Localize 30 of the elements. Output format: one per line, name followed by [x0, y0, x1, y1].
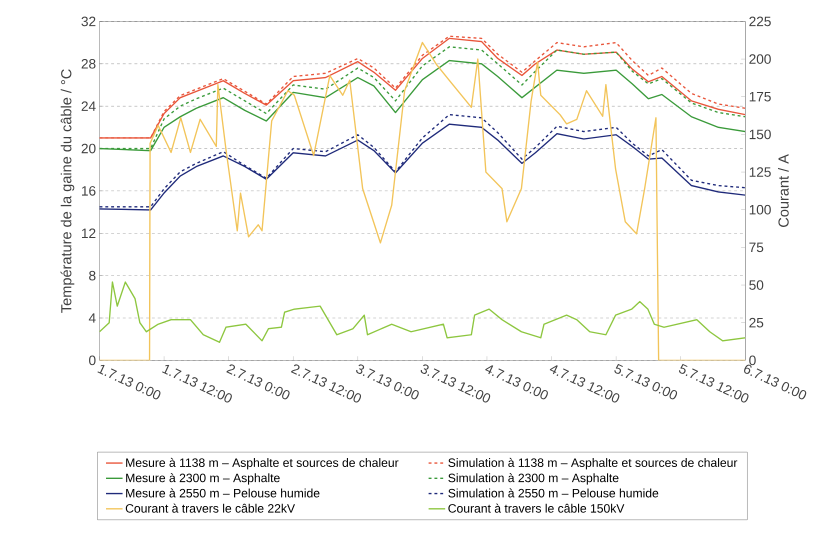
y2-tick-label: 150	[750, 129, 771, 140]
y2-tick-label: 50	[749, 280, 764, 290]
y-tick-label: 12	[82, 228, 96, 238]
legend-label: Courant à travers le câble 150kV	[448, 504, 624, 513]
y-tick-label: 0	[89, 355, 96, 366]
legend-label: Simulation à 2300 m – Asphalte	[448, 473, 618, 484]
y-tick-label: 32	[81, 16, 96, 26]
legend-label: Mesure à 1138 m – Asphalte et sources de chaleur	[126, 458, 398, 470]
y2-tick-label: 75	[749, 242, 764, 252]
y-tick-label: 24	[82, 101, 96, 111]
y2-tick-label: 225	[749, 16, 771, 26]
legend-label: Simulation à 1138 m – Asphalte et sources de chaleur	[448, 458, 738, 470]
y-tick-label: 20	[82, 144, 96, 154]
y2-tick-label: 100	[750, 204, 771, 214]
y-tick-label: 8	[89, 270, 96, 280]
y-tick-label: 28	[82, 58, 96, 68]
y2-tick-label: 175	[750, 92, 771, 102]
y2-tick-label: 25	[749, 318, 764, 328]
x-tick-label: 1.7.13 0:00	[97, 364, 160, 400]
legend-label: Simulation à 2550 m – Pelouse humide	[448, 488, 658, 498]
legend-label: Mesure à 2300 m – Asphalte	[126, 473, 280, 484]
y2-tick-label: 0	[749, 355, 756, 366]
y2-axis-title: Courant / A	[778, 154, 789, 227]
y-tick-label: 16	[82, 186, 96, 196]
y-axis-title: Température de la gaine du câble / °C	[60, 69, 74, 313]
y2-tick-label: 125	[750, 167, 771, 177]
y2-tick-label: 200	[749, 54, 771, 64]
y-tick-label: 4	[88, 313, 96, 323]
legend-label: Courant à travers le câble 22kV	[126, 504, 296, 513]
legend-label: Mesure à 2550 m – Pelouse humide	[126, 488, 320, 498]
